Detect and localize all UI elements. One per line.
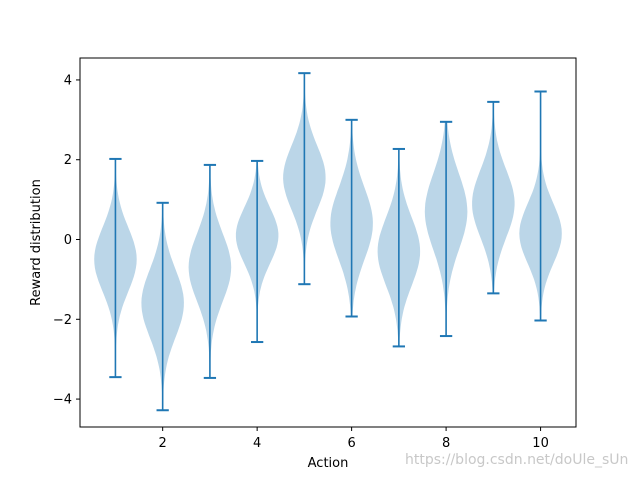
y-axis-label: Reward distribution (29, 179, 44, 306)
x-tick-label-4: 4 (253, 436, 261, 451)
violin-action-3 (188, 163, 232, 379)
plot-frame (79, 57, 577, 428)
x-tick-label-10: 10 (532, 436, 549, 451)
y-tick-label--4: −4 (53, 393, 72, 408)
violin-action-5 (283, 72, 326, 286)
y-tick-label--2: −2 (53, 313, 72, 328)
violins-group (94, 72, 562, 412)
violin-action-1 (94, 157, 137, 379)
violin-action-10 (519, 90, 562, 322)
x-tick-label-8: 8 (442, 436, 450, 451)
y-tick-label-2: 2 (64, 153, 72, 168)
y-tick-label-4: 4 (64, 73, 72, 88)
violin-action-8 (424, 120, 468, 338)
violin-action-2 (141, 201, 184, 412)
y-axis-ticks: −4 −2 0 2 4 (53, 73, 80, 408)
watermark-text: https://blog.csdn.net/doUle_sUn (405, 452, 629, 468)
violin-action-9 (472, 100, 515, 295)
violin-action-6 (330, 118, 373, 318)
x-tick-label-2: 2 (159, 436, 167, 451)
x-tick-label-6: 6 (347, 436, 355, 451)
x-axis-label: Action (308, 456, 349, 471)
violin-action-4 (235, 159, 279, 344)
violin-action-7 (377, 147, 421, 348)
y-tick-label-0: 0 (64, 233, 72, 248)
x-axis-ticks: 2 4 6 8 10 (159, 427, 549, 451)
